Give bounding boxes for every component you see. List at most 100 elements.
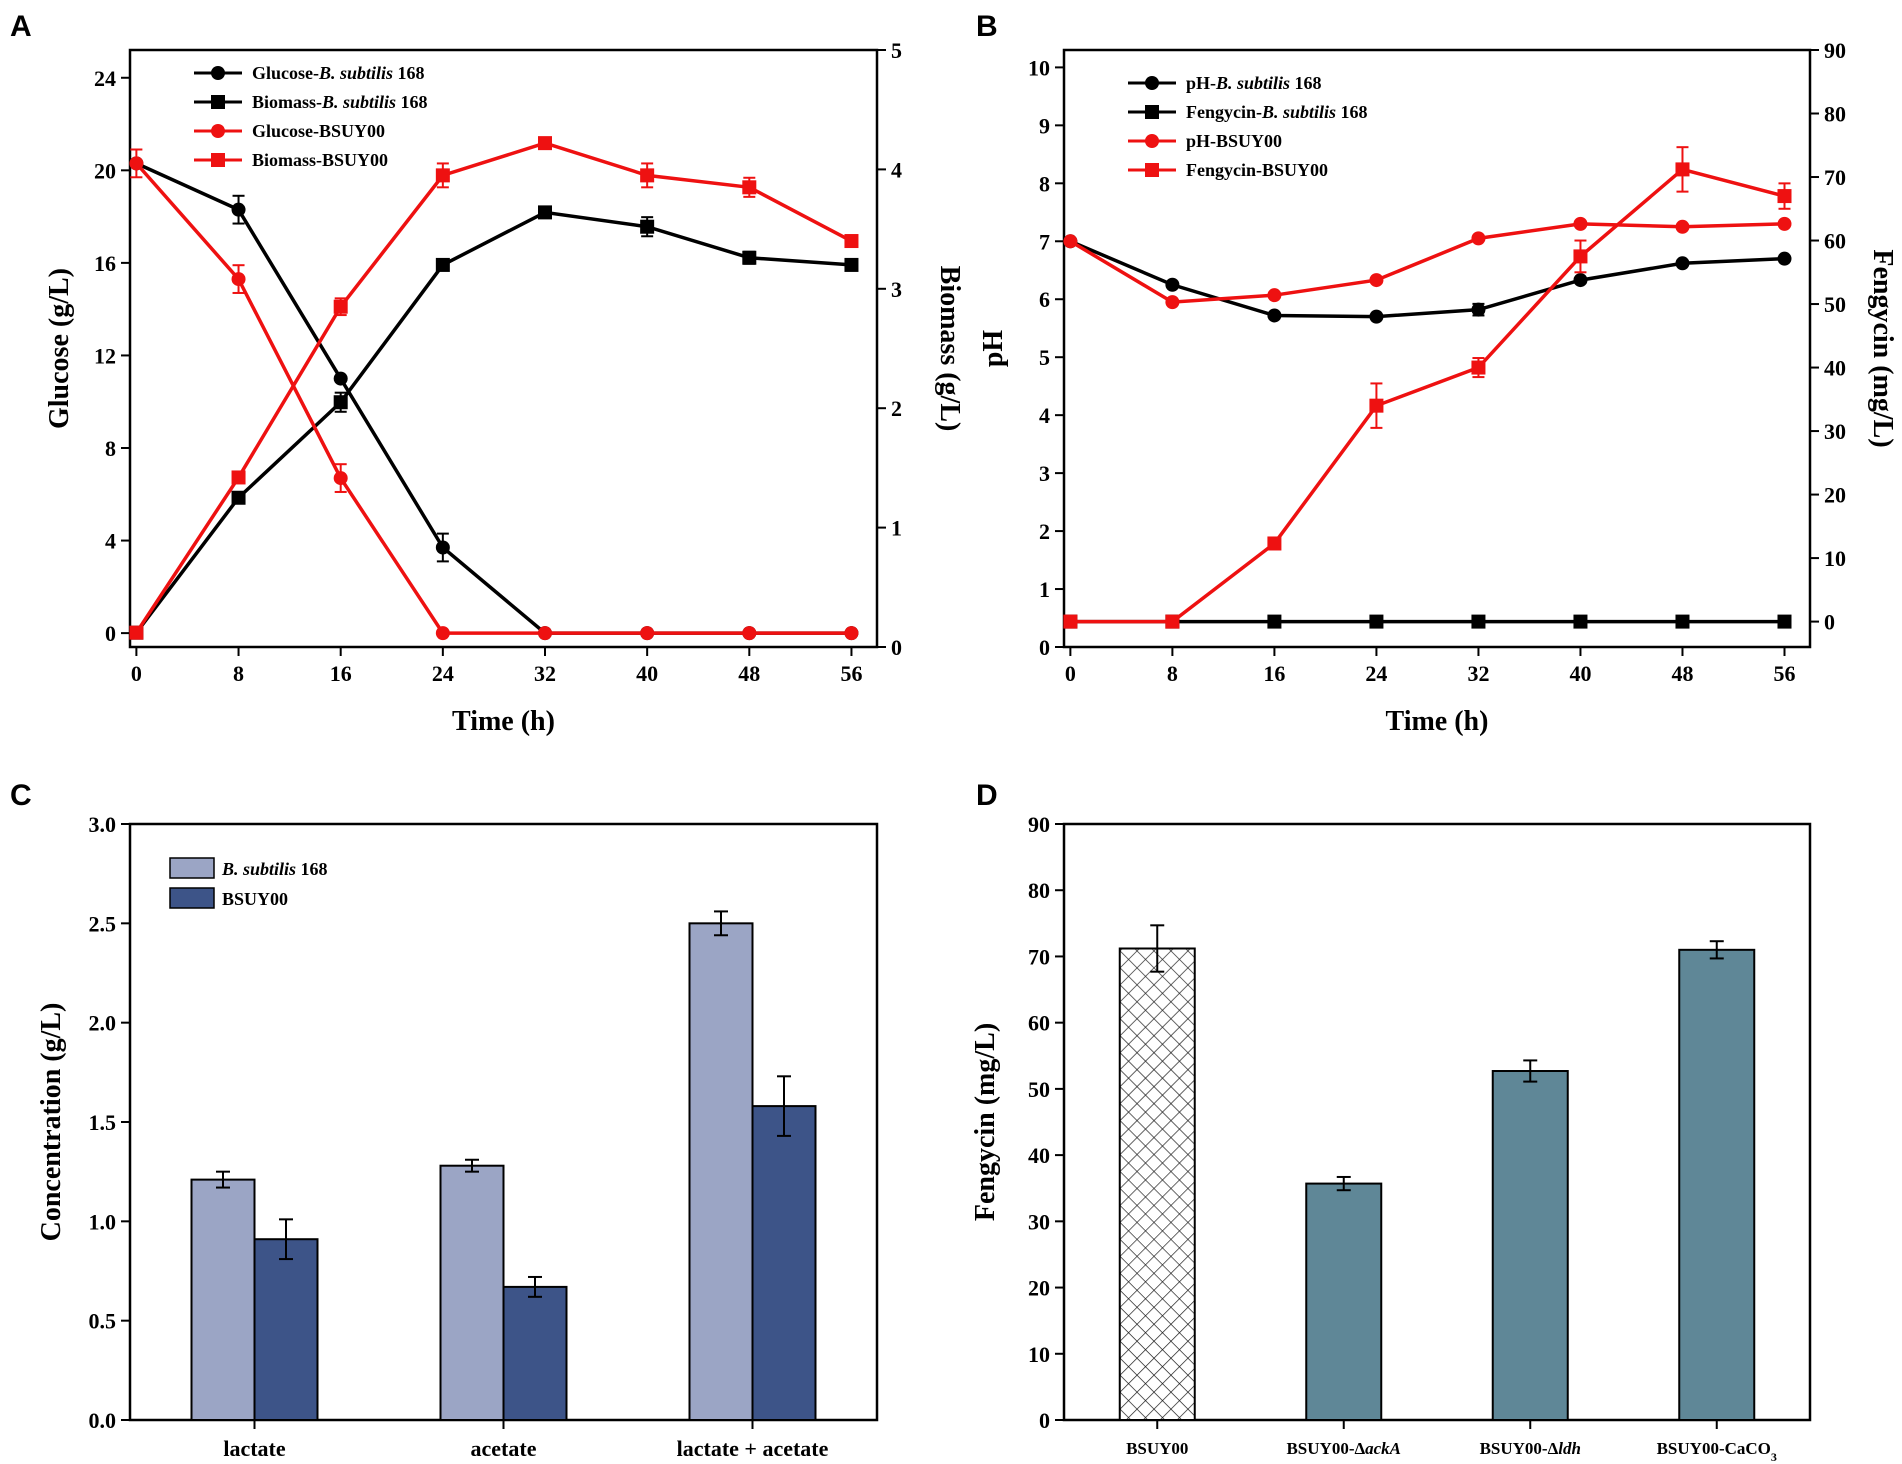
y-left-tick-label: 4: [105, 529, 116, 554]
legend-label: Fengycin-BSUY00: [1186, 160, 1328, 180]
x-tick-label: 56: [1773, 661, 1795, 686]
data-point: [1471, 360, 1486, 375]
legend-swatch: [169, 857, 215, 879]
x-tick-label: 32: [1467, 661, 1489, 686]
x-category-label: BSUY00-Δldh: [1480, 1439, 1581, 1458]
data-point: [1573, 249, 1588, 264]
x-tick-label: 0: [131, 661, 142, 686]
data-point: [538, 136, 552, 151]
data-point: [1573, 614, 1588, 629]
series-line: [1070, 167, 1785, 624]
x-category-label: acetate: [471, 1436, 537, 1461]
data-point: [1063, 614, 1078, 629]
series-line: [135, 161, 852, 635]
y-left-tick-label: 0: [105, 621, 116, 646]
data-point: [1675, 219, 1690, 234]
data-point: [1471, 302, 1486, 317]
data-point: [1165, 295, 1180, 310]
y-tick-label: 70: [1028, 944, 1050, 969]
data-point: [1471, 614, 1486, 629]
data-point: [435, 168, 450, 183]
y-right-axis-title: Fengycin (mg/L): [1867, 249, 1898, 447]
y-left-tick-label: 20: [94, 158, 116, 183]
bar: [1118, 947, 1196, 1422]
y-left-tick-label: 2: [1039, 519, 1050, 544]
y-left-tick-label: 1: [1039, 577, 1050, 602]
legend-label: B. subtilis 168: [221, 859, 328, 879]
data-point: [333, 395, 348, 410]
y-left-tick-label: 6: [1039, 287, 1050, 312]
plot-frame: [1062, 822, 1812, 1422]
panel-b-line-chart: 0 8 16 24 32 40 48 5601234567891001020304050607…: [978, 38, 1898, 737]
bar: [502, 1285, 568, 1421]
data-point: [1267, 614, 1282, 629]
data-point: [1675, 162, 1690, 177]
series-line: [134, 210, 852, 634]
plot-frame: [128, 48, 879, 649]
y-right-axis-title: Biomass (g/L): [934, 266, 965, 432]
y-tick-label: 20: [1028, 1276, 1050, 1301]
legend-swatch: [169, 887, 215, 909]
x-tick-label: 24: [1365, 661, 1387, 686]
legend-label: Glucose-B. subtilis 168: [252, 63, 425, 83]
data-point: [1369, 309, 1384, 324]
x-tick-label: 8: [1167, 661, 1178, 686]
bar: [1305, 1182, 1383, 1421]
y-right-tick-label: 40: [1824, 356, 1846, 381]
y-left-tick-label: 4: [1039, 403, 1050, 428]
y-right-tick-label: 70: [1824, 165, 1846, 190]
y-right-tick-label: 3: [891, 277, 902, 302]
y-left-axis-title: Glucose (g/L): [44, 268, 75, 429]
data-point: [742, 180, 757, 195]
panel-letter-a: A: [10, 10, 32, 43]
legend-marker: [211, 95, 225, 109]
y-tick-label: 50: [1028, 1077, 1050, 1102]
y-right-tick-label: 0: [891, 635, 902, 660]
x-axis-title: Time (h): [1386, 706, 1489, 737]
bar: [253, 1238, 319, 1422]
data-point: [1267, 288, 1282, 303]
x-axis-title: Time (h): [452, 706, 555, 737]
y-right-tick-label: 90: [1824, 38, 1846, 63]
y-right-tick-label: 0: [1824, 610, 1835, 635]
legend-label: Biomass-B. subtilis 168: [252, 92, 428, 112]
y-tick-label: 30: [1028, 1209, 1050, 1234]
x-tick-label: 24: [432, 661, 454, 686]
data-point: [231, 470, 246, 485]
y-tick-label: 2.5: [89, 911, 117, 936]
y-left-axis-title: pH: [978, 330, 1009, 368]
y-left-tick-label: 12: [94, 343, 116, 368]
data-point: [333, 371, 348, 386]
data-point: [1675, 256, 1690, 271]
y-tick-label: 40: [1028, 1143, 1050, 1168]
y-tick-label: 2.0: [89, 1011, 117, 1036]
x-tick-label: 8: [233, 661, 244, 686]
y-left-tick-label: 10: [1028, 55, 1050, 80]
data-point: [231, 272, 246, 287]
y-left-tick-label: 3: [1039, 461, 1050, 486]
panel-c-bar-chart: 0.0 0.5 1.0 1.5 2.0 2.5 3.0 Concentration (g/L)…: [36, 812, 879, 1461]
y-axis-title: Fengycin (mg/L): [970, 1023, 1001, 1221]
data-point: [435, 257, 450, 272]
data-point: [1165, 614, 1180, 629]
y-right-tick-label: 2: [891, 396, 902, 421]
data-point: [1573, 216, 1588, 231]
y-right-tick-label: 80: [1824, 102, 1846, 127]
panel-letter-c: C: [10, 779, 32, 812]
y-right-tick-label: 20: [1824, 483, 1846, 508]
legend-label: Fengycin-B. subtilis 168: [1186, 102, 1368, 122]
x-tick-label: 48: [738, 661, 760, 686]
legend-label: BSUY00: [222, 889, 288, 909]
data-point: [640, 219, 655, 234]
data-point: [1675, 614, 1690, 629]
legend-label: pH-BSUY00: [1186, 131, 1282, 151]
data-point: [333, 299, 348, 314]
data-point: [1573, 273, 1588, 288]
series-line: [1069, 239, 1785, 319]
bar: [439, 1164, 505, 1421]
y-right-tick-label: 10: [1824, 546, 1846, 571]
x-tick-label: 56: [840, 661, 862, 686]
x-tick-label: 0: [1065, 661, 1076, 686]
y-tick-label: 0: [1039, 1408, 1050, 1433]
